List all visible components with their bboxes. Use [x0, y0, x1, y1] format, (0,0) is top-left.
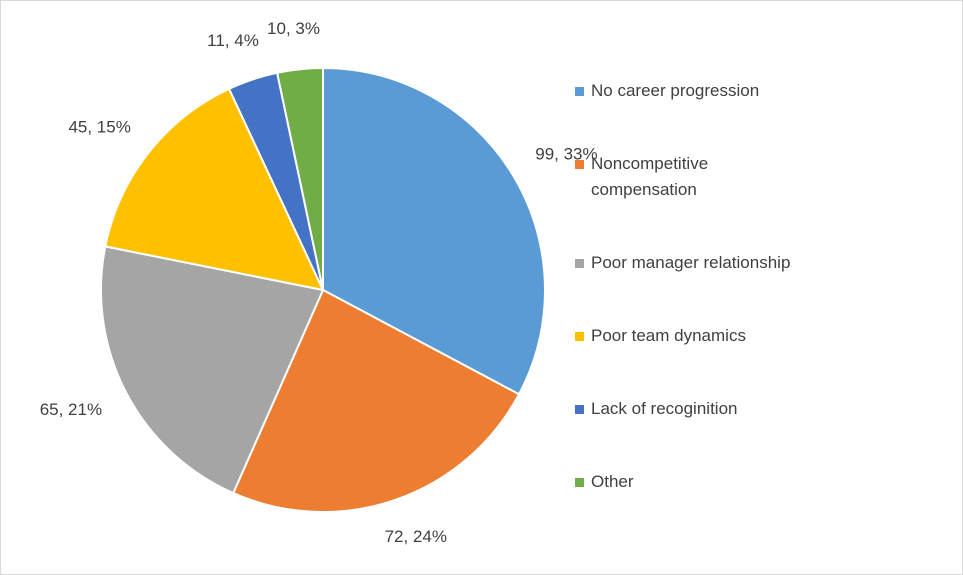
- legend-item: Poor team dynamics: [575, 323, 810, 349]
- data-label: 45, 15%: [68, 118, 130, 137]
- legend: No career progression Noncompetitive comp…: [575, 78, 810, 542]
- data-label: 99, 33%: [535, 145, 597, 164]
- legend-swatch: [575, 332, 584, 341]
- legend-swatch: [575, 405, 584, 414]
- legend-item: No career progression: [575, 78, 810, 104]
- pie-slice: [275, 66, 324, 291]
- legend-label: Poor team dynamics: [591, 326, 746, 345]
- pie-slice: [231, 288, 521, 513]
- legend-label: Other: [591, 472, 634, 491]
- legend-swatch: [575, 87, 584, 96]
- legend-label: Lack of recoginition: [591, 399, 738, 418]
- legend-item: Noncompetitive compensation: [575, 151, 810, 203]
- legend-label: Poor manager relationship: [591, 253, 791, 272]
- pie-slice: [104, 87, 325, 292]
- data-label: 72, 24%: [385, 527, 447, 546]
- legend-item: Lack of recoginition: [575, 396, 810, 422]
- legend-swatch: [575, 259, 584, 268]
- legend-item: Other: [575, 469, 810, 495]
- legend-label: Noncompetitive compensation: [591, 154, 709, 199]
- legend-swatch: [575, 478, 584, 487]
- legend-swatch: [575, 160, 584, 169]
- data-label: 11, 4%: [207, 31, 259, 50]
- legend-label: No career progression: [591, 81, 760, 100]
- data-label: 65, 21%: [40, 400, 102, 419]
- pie-slice: [100, 245, 325, 495]
- pie-slice: [322, 66, 546, 396]
- legend-item: Poor manager relationship: [575, 250, 810, 276]
- data-label: 10, 3%: [267, 19, 320, 38]
